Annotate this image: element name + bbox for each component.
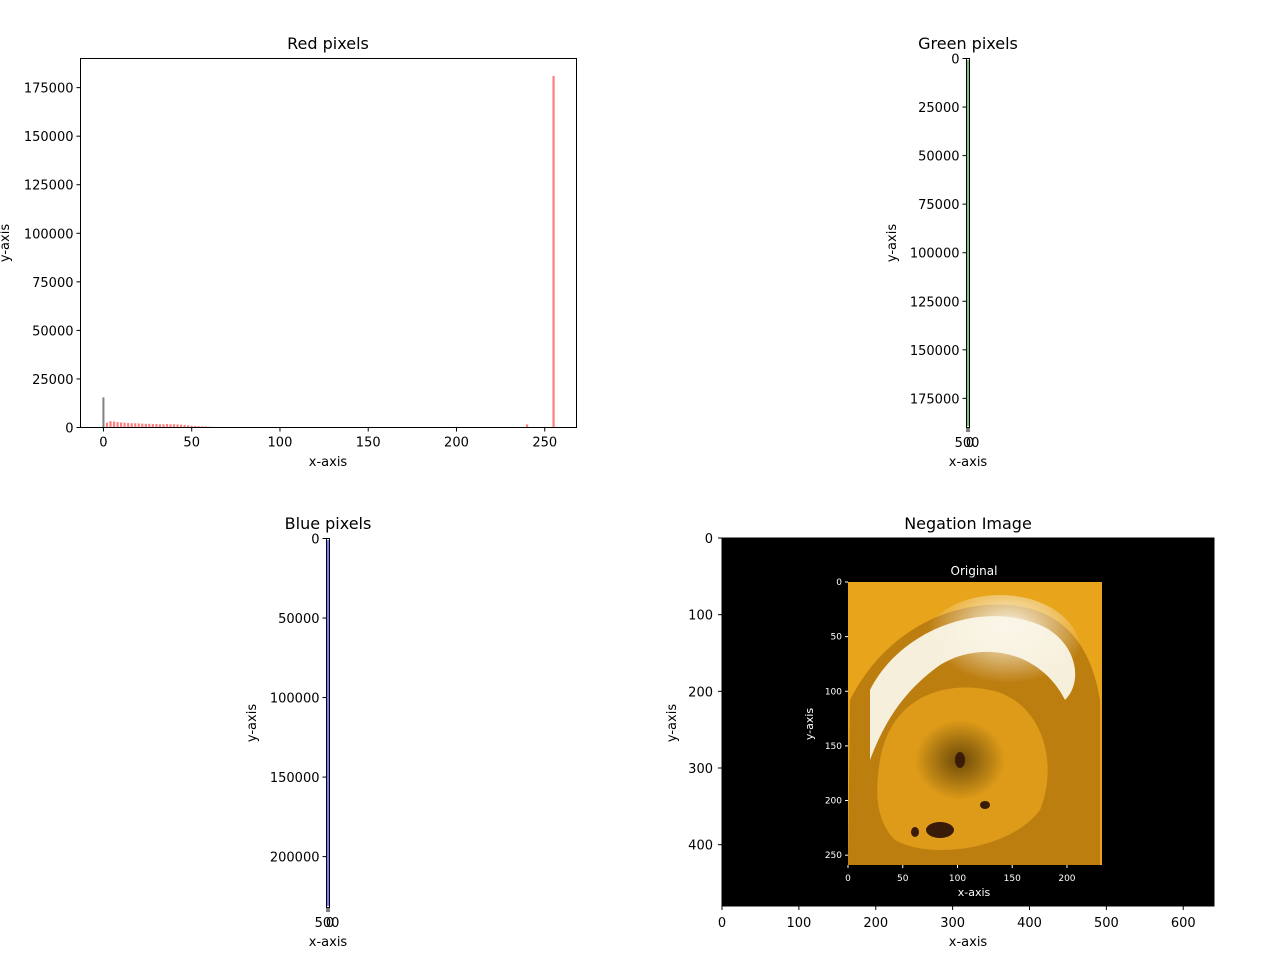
red-plot-frame	[81, 59, 577, 428]
negation-y-tick-label: 200	[688, 685, 713, 700]
original-x-tick-label: 100	[949, 874, 966, 884]
original-x-tick-label: 0	[845, 874, 851, 884]
green-x-axis-label: x-axis	[949, 455, 988, 470]
red-chart-title: Red pixels	[287, 34, 369, 53]
original-y-tick-label: 50	[831, 633, 843, 643]
blue-y-ticks: 0 50000 100000 150000 200000	[270, 533, 327, 866]
red-y-tick-label: 25000	[32, 373, 73, 388]
blue-histogram-panel: Blue pixels 0 50000 100000 150000 200000 500…	[245, 514, 371, 950]
negation-y-tick-label: 0	[705, 532, 713, 547]
red-y-tick-label: 125000	[24, 179, 74, 194]
negation-x-tick-label: 100	[786, 916, 811, 931]
green-y-tick-label: 125000	[910, 295, 960, 310]
red-bar	[552, 76, 554, 428]
negation-x-ticks: 0 100 200 300 400 500 600	[718, 906, 1196, 931]
original-x-tick-label: 150	[1004, 874, 1021, 884]
blue-chart-title: Blue pixels	[285, 514, 372, 533]
negation-x-tick-label: 200	[863, 916, 888, 931]
blue-y-tick-label: 50000	[278, 612, 319, 627]
blue-y-tick-label: 150000	[270, 771, 320, 786]
blue-x-tick-label: 0	[326, 916, 334, 931]
red-x-tick-label: 150	[356, 436, 381, 451]
red-y-tick-label: 175000	[24, 82, 74, 97]
negation-chart-title: Negation Image	[904, 514, 1032, 533]
red-y-tick-label: 100000	[24, 227, 74, 242]
red-y-ticks: 0 25000 50000 75000 100000 125000 150000 175000	[24, 82, 81, 437]
green-y-tick-label: 50000	[918, 150, 959, 165]
negation-y-tick-label: 300	[688, 762, 713, 777]
red-bar	[106, 423, 108, 428]
blue-x-axis-label: x-axis	[309, 935, 348, 950]
red-bar	[131, 423, 133, 427]
negation-y-tick-label: 100	[688, 609, 713, 624]
original-y-tick-label: 100	[825, 687, 842, 697]
original-y-tick-label: 150	[825, 742, 842, 752]
negation-x-axis-label: x-axis	[949, 935, 988, 950]
blue-y-axis-label: y-axis	[245, 704, 260, 742]
red-bar	[124, 423, 126, 428]
red-bar	[138, 423, 140, 427]
red-y-tick-label: 0	[65, 422, 73, 437]
red-bar	[109, 421, 111, 427]
green-y-tick-label: 0	[951, 53, 959, 68]
red-bars-group	[102, 76, 554, 428]
original-photo	[848, 582, 1102, 865]
red-bar	[148, 424, 150, 428]
original-x-tick-label: 200	[1058, 874, 1075, 884]
red-x-axis-label: x-axis	[309, 455, 348, 470]
blue-y-tick-label: 200000	[270, 851, 320, 866]
negation-y-axis-label: y-axis	[665, 704, 680, 742]
blue-y-tick-label: 100000	[270, 692, 320, 707]
negation-image-panel: Negation Image Original 0 50 100 150 200 0 50…	[665, 514, 1214, 950]
red-bar	[152, 424, 154, 427]
red-bar	[120, 422, 122, 427]
red-bar	[102, 397, 104, 427]
red-bar	[155, 424, 157, 427]
green-y-tick-label: 75000	[918, 198, 959, 213]
negation-y-tick-label: 400	[688, 839, 713, 854]
negation-x-tick-label: 600	[1171, 916, 1196, 931]
original-inset-title: Original	[951, 564, 998, 578]
red-x-tick-label: 250	[532, 436, 557, 451]
blue-y-tick-label: 0	[311, 533, 319, 548]
red-bar	[113, 421, 115, 427]
red-bar	[134, 423, 136, 427]
green-y-tick-label: 175000	[910, 392, 960, 407]
red-x-tick-label: 0	[99, 436, 107, 451]
original-y-tick-label: 0	[836, 578, 842, 588]
original-x-axis-label: x-axis	[958, 886, 991, 899]
green-y-tick-label: 25000	[918, 101, 959, 116]
green-x-tick-label: 0	[966, 436, 974, 451]
red-bar	[166, 424, 168, 427]
original-x-tick-label: 50	[897, 874, 909, 884]
red-bar	[116, 422, 118, 427]
red-bar	[127, 423, 129, 427]
red-y-tick-label: 50000	[32, 324, 73, 339]
original-y-tick-label: 200	[825, 797, 842, 807]
red-x-ticks: 0 50 100 150 200 250	[99, 428, 557, 451]
green-chart-title: Green pixels	[918, 34, 1018, 53]
red-bar	[141, 424, 143, 428]
green-y-tick-label: 150000	[910, 344, 960, 359]
red-x-tick-label: 100	[268, 436, 293, 451]
original-y-axis-label: y-axis	[803, 708, 816, 741]
red-y-tick-label: 150000	[24, 130, 74, 145]
red-bar	[145, 424, 147, 428]
negation-y-ticks: 0 100 200 300 400	[688, 532, 722, 854]
negation-x-tick-label: 300	[940, 916, 965, 931]
negation-x-tick-label: 0	[718, 916, 726, 931]
green-histogram-panel: Green pixels 0 25000 50000 75000 100000 12500…	[885, 34, 1018, 470]
green-y-axis-label: y-axis	[885, 224, 900, 262]
green-y-ticks: 0 25000 50000 75000 100000 125000 150000 175000	[910, 53, 967, 408]
negation-x-tick-label: 400	[1017, 916, 1042, 931]
red-x-tick-label: 50	[183, 436, 200, 451]
red-x-tick-label: 200	[444, 436, 469, 451]
negation-x-tick-label: 500	[1094, 916, 1119, 931]
red-histogram-panel: Red pixels 0 50 100 150 200 250 0 25000 50000 75…	[0, 34, 577, 470]
red-y-axis-label: y-axis	[0, 224, 13, 262]
original-y-tick-label: 250	[825, 851, 842, 861]
green-y-tick-label: 100000	[910, 247, 960, 262]
red-y-tick-label: 75000	[32, 276, 73, 291]
